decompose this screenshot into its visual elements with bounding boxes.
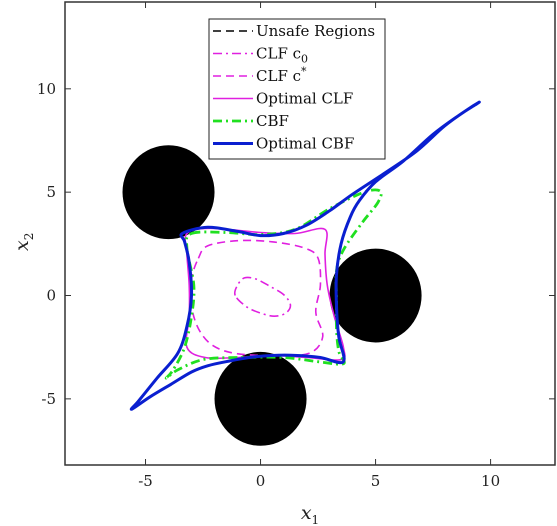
x-tick-label: -5 (138, 472, 153, 490)
unsafe-regions (122, 145, 422, 446)
series-line-clf-c- (189, 239, 324, 357)
series-line-optimal-cbf (129, 100, 481, 411)
tick-labels: -5 0 5 10 -5 0 5 10 (37, 80, 500, 490)
y-axis-label-sub: 2 (22, 233, 36, 241)
x-tick-label: 0 (256, 472, 266, 490)
axis-ticks (65, 2, 555, 465)
x-axis-label: x1 (301, 502, 319, 526)
x-axis-label-base: x (301, 502, 312, 524)
unsafe-region-disc (122, 145, 215, 240)
plot-frame (64, 1, 556, 466)
x-axis-label-sub: 1 (312, 513, 320, 526)
legend-box (208, 18, 386, 160)
unsafe-region-disc (329, 248, 422, 343)
legend-entry-label: CBF (256, 112, 289, 130)
y-tick-label: 5 (46, 183, 56, 201)
legend-entry-label: Optimal CBF (256, 135, 354, 153)
y-axis-label: x2 (11, 233, 36, 251)
y-tick-label: 0 (46, 287, 56, 305)
y-tick-label: -5 (41, 390, 56, 408)
series-line-clf-c0 (233, 276, 292, 317)
series-lines (129, 100, 481, 411)
legend-entry-label: CLF c0 (256, 45, 308, 66)
unsafe-region-disc (214, 351, 307, 446)
legend-entry-label: Optimal CLF (256, 90, 353, 108)
y-tick-label: 10 (37, 80, 56, 98)
x-tick-label: 5 (371, 472, 381, 490)
legend-entry-label: Unsafe Regions (256, 22, 375, 40)
legend-entry-label: CLF c* (256, 65, 307, 85)
x-tick-label: 10 (481, 472, 500, 490)
y-axis-label-base: x (11, 240, 33, 251)
